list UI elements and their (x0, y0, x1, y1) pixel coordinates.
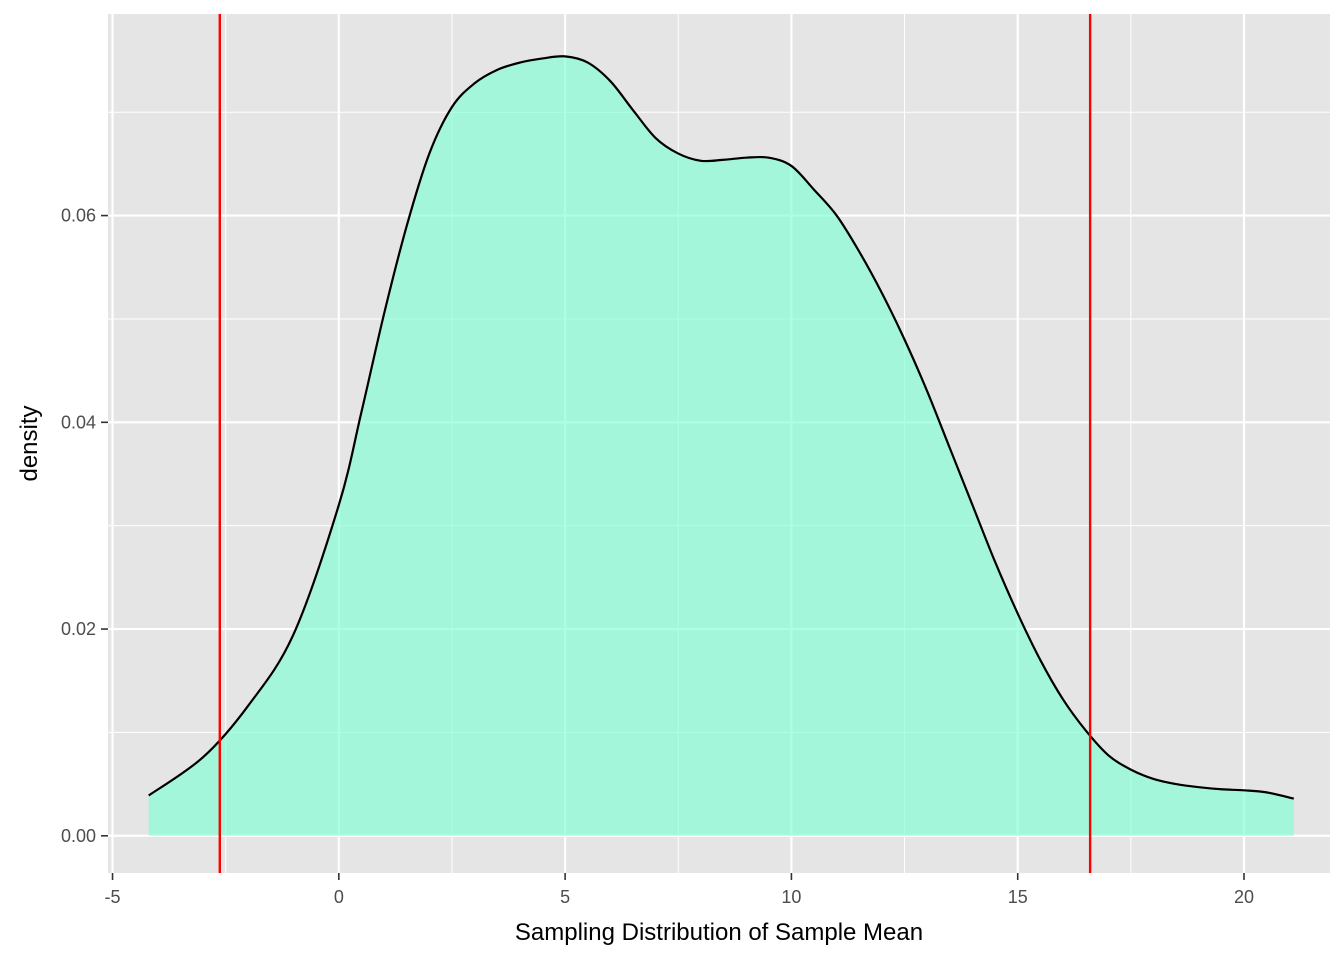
y-tick-label: 0.06 (61, 206, 96, 226)
y-tick-label: 0.00 (61, 826, 96, 846)
x-axis: -5 0 5 10 15 20 (105, 873, 1254, 907)
x-tick-label: 20 (1234, 887, 1254, 907)
density-area-fill (148, 56, 1294, 836)
density-curve (148, 55, 1295, 800)
x-axis-title: Sampling Distribution of Sample Mean (515, 919, 923, 946)
x-tick-label: 0 (334, 887, 344, 907)
x-tick-label: 5 (560, 887, 570, 907)
y-tick-label: 0.02 (61, 619, 96, 639)
y-axis-title: density (16, 405, 43, 481)
reference-lines (218, 14, 1092, 873)
x-tick-label: 10 (781, 887, 801, 907)
x-tick-label: 15 (1008, 887, 1028, 907)
y-tick-label: 0.04 (61, 412, 96, 432)
x-tick-label: -5 (105, 887, 121, 907)
y-axis: 0.00 0.02 0.04 0.06 (61, 206, 108, 846)
